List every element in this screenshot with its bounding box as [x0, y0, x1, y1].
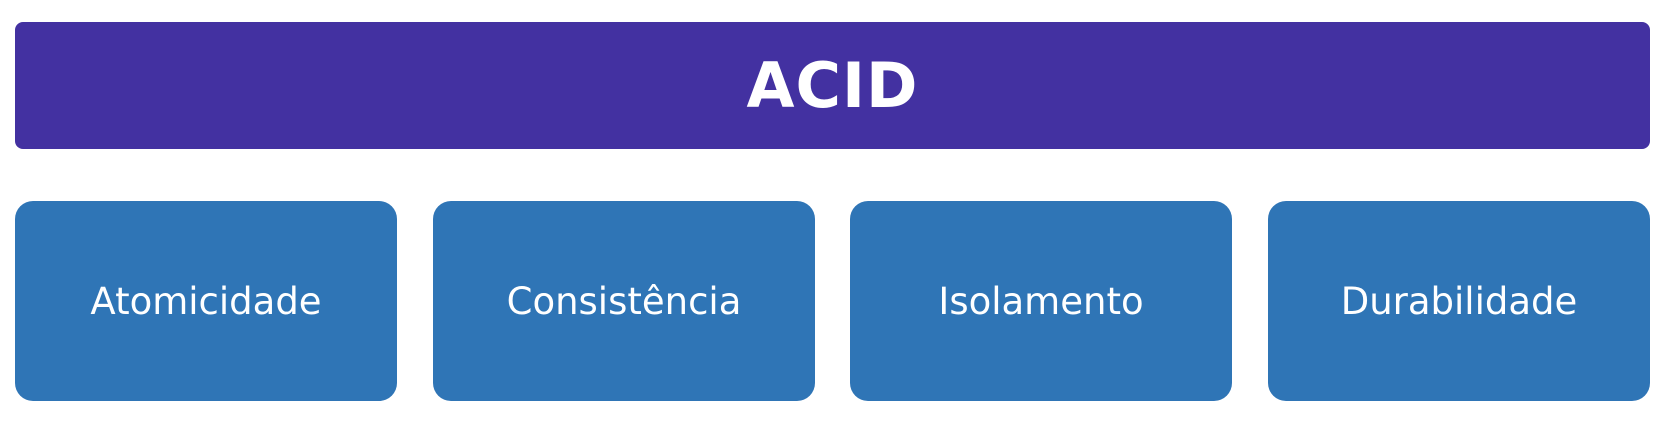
acid-header: ACID [15, 22, 1650, 149]
property-label: Atomicidade [90, 279, 322, 323]
property-label: Durabilidade [1340, 279, 1578, 323]
property-label: Consistência [506, 279, 742, 323]
property-box-consistencia: Consistência [433, 201, 815, 401]
diagram-title: ACID [746, 49, 919, 122]
property-label: Isolamento [938, 279, 1144, 323]
property-box-isolamento: Isolamento [850, 201, 1232, 401]
property-box-atomicidade: Atomicidade [15, 201, 397, 401]
property-box-durabilidade: Durabilidade [1268, 201, 1650, 401]
